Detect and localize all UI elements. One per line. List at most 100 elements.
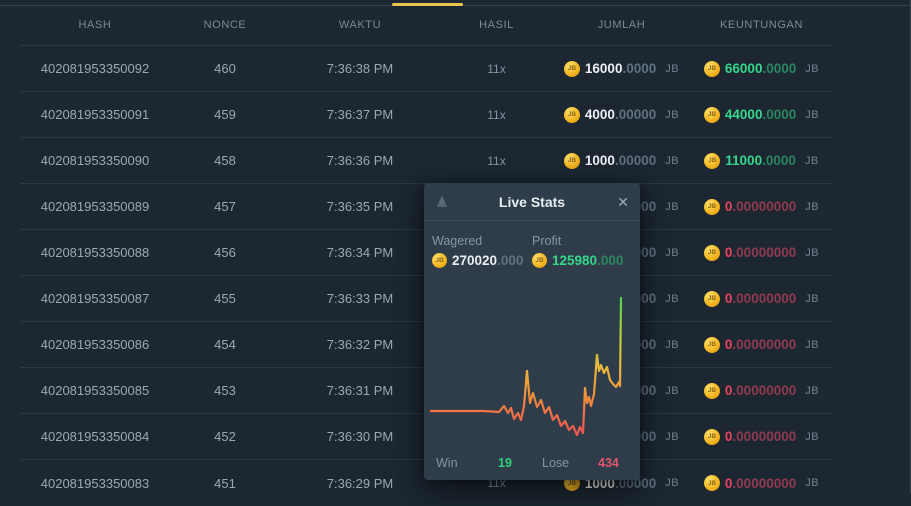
result-multiplier: 11x	[487, 61, 506, 76]
hash-value: 402081953350088	[40, 245, 150, 260]
profit-value: JB 125980.000	[532, 253, 632, 268]
live-stats-popup[interactable]: Live Stats ✕ Wagered JB 270020.000 Profi…	[424, 183, 640, 480]
currency-unit-label: JB	[665, 62, 680, 75]
column-header-hasil: HASIL	[479, 19, 514, 31]
currency-unit-label: JB	[805, 62, 820, 75]
result-multiplier: 11x	[487, 153, 506, 168]
profit-amount: JB 0.00000000 JB	[690, 198, 833, 215]
profit-amount: JB 0.00000000 JB	[690, 382, 833, 399]
currency-unit-label: JB	[665, 384, 680, 397]
currency-unit-label: JB	[805, 430, 820, 443]
hash-value: 402081953350083	[40, 475, 150, 491]
nonce-value: 451	[214, 475, 236, 491]
table-row[interactable]: 402081953350090 458 7:36:36 PM 11x JB 10…	[20, 138, 833, 184]
currency-unit-label: JB	[665, 338, 680, 351]
hash-value: 402081953350084	[40, 429, 150, 444]
currency-unit-label: JB	[804, 154, 819, 167]
live-stats-totals: Wagered JB 270020.000 Profit JB 125980.0…	[424, 221, 640, 268]
jb-coin-icon: JB	[563, 106, 580, 123]
currency-unit-label: JB	[665, 108, 680, 121]
nonce-value: 457	[214, 199, 236, 214]
jb-coin-icon: JB	[703, 290, 720, 307]
win-count: 19	[498, 456, 512, 470]
close-icon[interactable]: ✕	[617, 194, 629, 210]
jb-coin-icon: JB	[532, 253, 547, 268]
jb-coin-icon: JB	[703, 475, 720, 491]
jb-coin-icon: JB	[563, 60, 580, 77]
currency-unit-label: JB	[805, 292, 820, 305]
profit-line-chart	[429, 286, 635, 452]
currency-unit-label: JB	[665, 154, 680, 167]
currency-unit-label: JB	[665, 477, 680, 489]
hash-value: 402081953350090	[40, 153, 150, 168]
profit-amount: JB 66000.0000 JB	[690, 60, 833, 77]
jb-coin-icon: JB	[703, 106, 720, 123]
nonce-value: 452	[214, 429, 236, 444]
profit-amount: JB 0.00000000 JB	[690, 290, 833, 307]
time-value: 7:36:31 PM	[326, 383, 394, 398]
nonce-value: 460	[214, 61, 236, 76]
win-lose-summary: Win 19 Lose 434	[424, 454, 640, 472]
lose-label: Lose	[542, 456, 570, 470]
time-value: 7:36:37 PM	[326, 107, 394, 122]
jb-coin-icon: JB	[703, 198, 720, 215]
hash-value: 402081953350085	[40, 383, 150, 398]
jb-coin-icon: JB	[703, 382, 720, 399]
wagered-value: JB 270020.000	[432, 253, 532, 268]
active-tab-indicator	[392, 3, 463, 6]
jb-coin-icon: JB	[703, 244, 720, 261]
jb-coin-icon: JB	[703, 60, 720, 77]
currency-unit-label: JB	[805, 338, 820, 351]
nonce-value: 454	[214, 337, 236, 352]
nonce-value: 456	[214, 245, 236, 260]
live-stats-header[interactable]: Live Stats ✕	[424, 183, 640, 221]
table-row[interactable]: 402081953350091 459 7:36:37 PM 11x JB 40…	[20, 92, 833, 138]
column-header-hash: HASH	[78, 19, 112, 31]
stats-cone-icon[interactable]	[435, 194, 449, 213]
jb-coin-icon: JB	[704, 152, 721, 169]
hash-value: 402081953350092	[40, 61, 150, 76]
currency-unit-label: JB	[665, 246, 680, 259]
profit-amount: JB 11000.0000 JB	[690, 152, 833, 169]
currency-unit-label: JB	[665, 200, 680, 213]
profit-amount: JB 44000.0000 JB	[690, 106, 833, 123]
hash-value: 402081953350087	[40, 291, 150, 306]
nonce-value: 453	[214, 383, 236, 398]
profit-amount: JB 0.00000000 JB	[690, 244, 833, 261]
bet-amount: JB 4000.00000 JB	[553, 106, 690, 123]
wagered-label: Wagered	[432, 234, 483, 248]
time-value: 7:36:34 PM	[326, 245, 394, 260]
currency-unit-label: JB	[665, 292, 680, 305]
column-header-jumlah: JUMLAH	[597, 19, 646, 31]
profit-amount: JB 0.00000000 JB	[690, 428, 833, 445]
bet-amount: JB 1000.00000 JB	[553, 152, 690, 169]
jb-coin-icon: JB	[703, 428, 720, 445]
column-header-waktu: WAKTU	[338, 19, 382, 31]
time-value: 7:36:35 PM	[326, 199, 394, 214]
jb-coin-icon: JB	[432, 253, 447, 268]
jb-coin-icon: JB	[563, 152, 580, 169]
hash-value: 402081953350091	[40, 107, 150, 122]
profit-label: Profit	[532, 234, 562, 248]
currency-unit-label: JB	[805, 477, 820, 489]
nonce-value: 455	[214, 291, 236, 306]
currency-unit-label: JB	[805, 108, 820, 121]
currency-unit-label: JB	[805, 384, 820, 397]
lose-count: 434	[598, 456, 619, 470]
result-multiplier: 11x	[487, 107, 506, 122]
nonce-value: 458	[214, 153, 236, 168]
hash-value: 402081953350089	[40, 199, 150, 214]
column-header-keuntungan: KEUNTUNGAN	[719, 19, 803, 31]
currency-unit-label: JB	[805, 246, 820, 259]
time-value: 7:36:30 PM	[326, 429, 394, 444]
profit-amount: JB 0.00000000 JB	[690, 475, 833, 491]
live-stats-title: Live Stats	[498, 193, 566, 210]
column-header-nonce: NONCE	[203, 19, 247, 31]
win-label: Win	[436, 456, 458, 470]
time-value: 7:36:32 PM	[326, 337, 394, 352]
time-value: 7:36:33 PM	[326, 291, 394, 306]
bet-amount: JB 16000.0000 JB	[553, 60, 690, 77]
table-row[interactable]: 402081953350092 460 7:36:38 PM 11x JB 16…	[20, 46, 833, 92]
nonce-value: 459	[214, 107, 236, 122]
currency-unit-label: JB	[805, 200, 820, 213]
